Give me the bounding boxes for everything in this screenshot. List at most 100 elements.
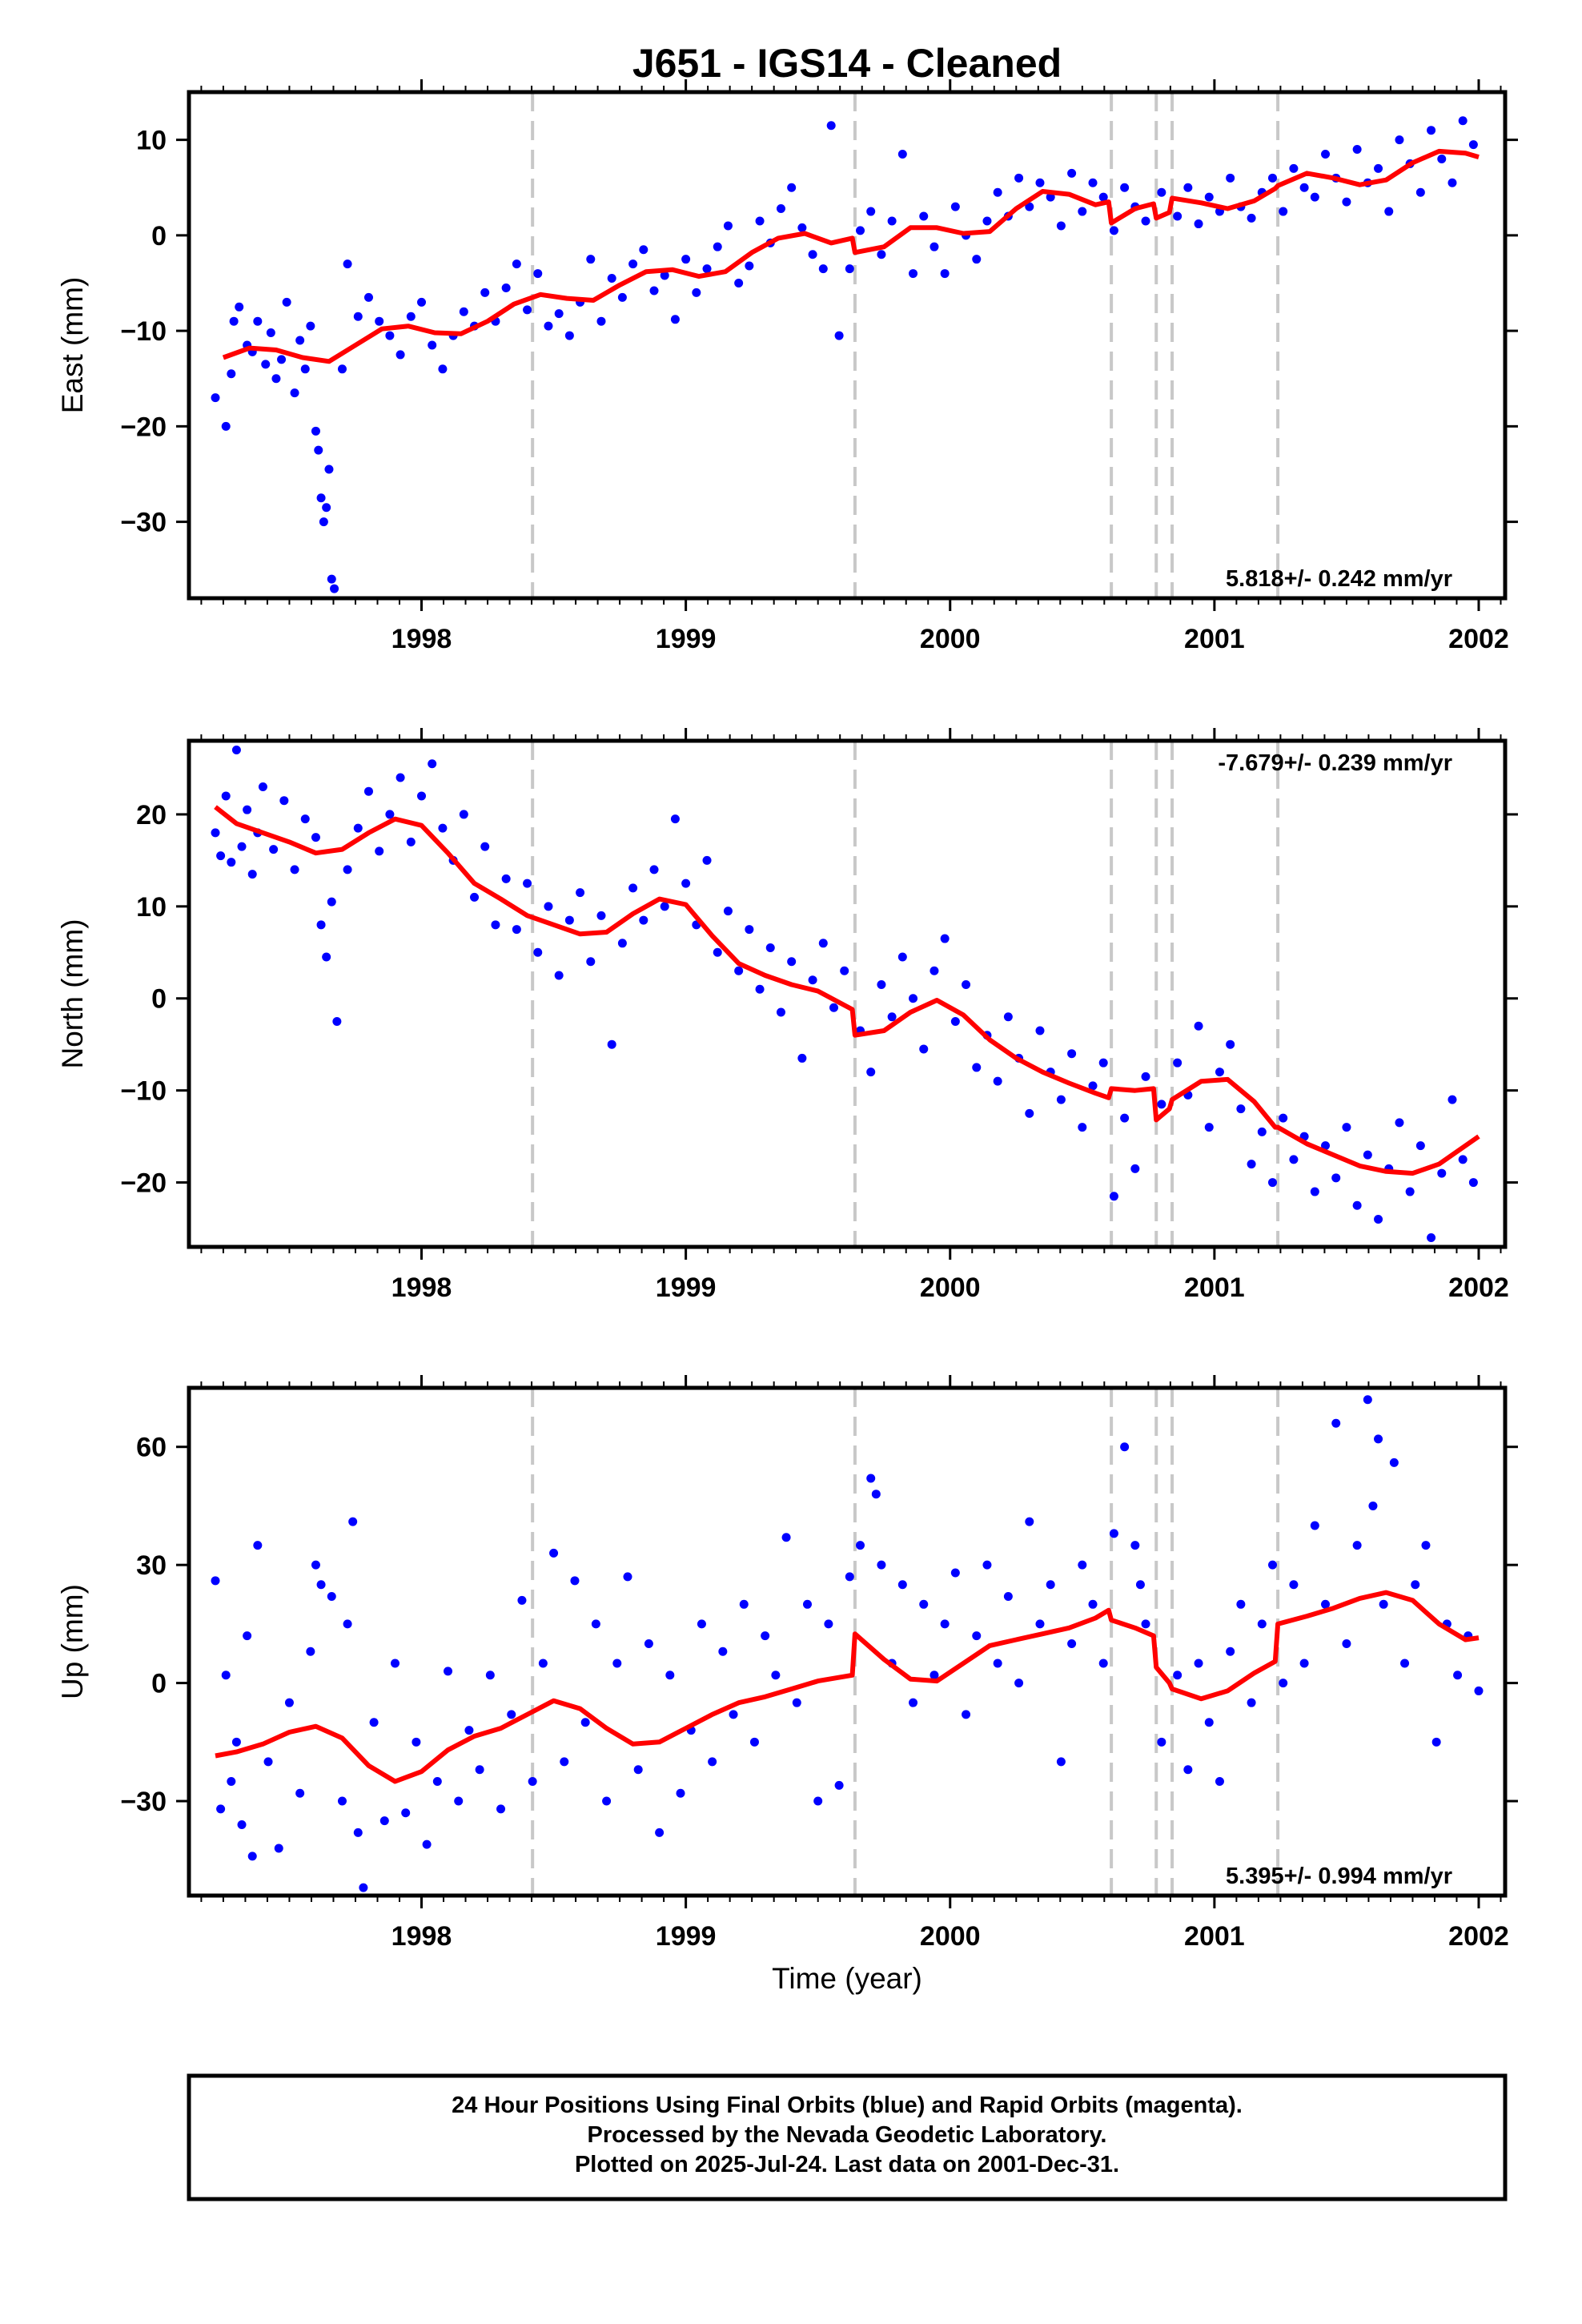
data-point xyxy=(972,255,982,264)
data-point xyxy=(274,1844,283,1853)
data-point xyxy=(227,858,236,867)
x-tick-label: 2001 xyxy=(1184,1921,1245,1952)
data-point xyxy=(781,1533,791,1542)
data-point xyxy=(826,121,836,131)
data-point xyxy=(428,340,437,350)
data-point xyxy=(290,388,299,398)
caption-line-2: Processed by the Nevada Geodetic Laborat… xyxy=(588,2122,1107,2148)
data-point xyxy=(1141,1072,1150,1081)
caption-line-1: 24 Hour Positions Using Final Orbits (bl… xyxy=(452,2093,1243,2118)
data-point xyxy=(417,791,427,801)
data-point xyxy=(692,287,701,297)
data-point xyxy=(332,1016,342,1026)
data-point xyxy=(628,259,638,269)
data-point xyxy=(544,902,553,911)
data-point xyxy=(237,1820,247,1830)
data-point xyxy=(1035,1026,1045,1035)
data-point xyxy=(327,574,336,584)
data-point xyxy=(950,1016,960,1026)
data-point xyxy=(512,925,521,935)
y-axis-label: Up (mm) xyxy=(56,1584,89,1699)
data-point xyxy=(1299,183,1309,192)
data-point xyxy=(1363,1150,1372,1160)
data-point xyxy=(496,1804,506,1814)
data-point xyxy=(909,994,918,1003)
data-point xyxy=(607,1039,616,1049)
data-point xyxy=(1194,1021,1203,1031)
y-tick-label: 10 xyxy=(136,892,167,923)
data-point xyxy=(845,1572,854,1582)
data-point xyxy=(1405,1187,1415,1196)
panel-frame xyxy=(187,90,1508,601)
y-tick-label: −10 xyxy=(120,316,167,347)
data-point xyxy=(322,952,331,962)
data-point xyxy=(787,183,797,192)
data-point xyxy=(1352,1200,1362,1210)
data-point xyxy=(1067,168,1077,178)
data-point xyxy=(1098,1058,1108,1068)
data-point xyxy=(655,1827,665,1837)
x-tick-label: 2002 xyxy=(1448,624,1509,654)
data-point xyxy=(1468,140,1478,150)
data-point xyxy=(1046,1580,1055,1590)
y-tick-label: 20 xyxy=(136,800,167,830)
data-point xyxy=(591,1619,600,1629)
data-point xyxy=(697,1619,706,1629)
data-point xyxy=(1109,226,1118,235)
data-point xyxy=(396,773,405,782)
data-point xyxy=(385,331,395,340)
data-layer xyxy=(211,116,1480,593)
data-point xyxy=(330,584,339,593)
y-tick-label: 0 xyxy=(151,221,167,251)
data-point xyxy=(909,1698,918,1707)
data-point xyxy=(235,302,244,312)
data-point xyxy=(761,1631,770,1641)
data-point xyxy=(856,1541,865,1550)
data-point xyxy=(676,1788,685,1798)
data-point xyxy=(369,1718,379,1727)
data-point xyxy=(649,865,659,875)
data-point xyxy=(1025,1517,1034,1526)
data-point xyxy=(266,328,275,337)
data-point xyxy=(221,421,231,431)
data-point xyxy=(227,1776,236,1786)
data-point xyxy=(739,1599,749,1609)
data-point xyxy=(765,943,775,953)
data-point xyxy=(554,309,564,319)
data-point xyxy=(993,1076,1002,1086)
model-fit-line xyxy=(214,805,1480,1176)
data-point xyxy=(290,865,299,875)
data-point xyxy=(501,874,511,883)
data-point xyxy=(1267,1560,1277,1570)
data-point xyxy=(950,1568,960,1578)
data-point xyxy=(1331,1173,1341,1183)
x-tick-label: 1998 xyxy=(391,1273,452,1303)
data-point xyxy=(271,374,281,384)
data-point xyxy=(549,1548,559,1558)
y-tick-label: −30 xyxy=(120,1787,167,1817)
data-point xyxy=(390,1659,400,1668)
data-point xyxy=(1279,1113,1288,1123)
x-tick-label: 2000 xyxy=(920,624,981,654)
data-point xyxy=(1257,1619,1267,1629)
data-point xyxy=(776,203,785,213)
data-point xyxy=(211,1576,220,1586)
data-point xyxy=(1289,1155,1299,1164)
data-point xyxy=(306,1647,315,1656)
data-point xyxy=(1183,1765,1193,1775)
rate-label: -7.679+/- 0.239 mm/yr xyxy=(1218,750,1452,776)
data-point xyxy=(1384,207,1394,216)
data-point xyxy=(1458,1155,1468,1164)
data-point xyxy=(1400,1659,1410,1668)
data-point xyxy=(1267,173,1277,183)
data-point xyxy=(1342,1123,1351,1132)
data-point xyxy=(1437,154,1447,163)
data-point xyxy=(417,297,427,307)
data-point xyxy=(306,321,315,331)
data-point xyxy=(1088,178,1098,187)
x-tick-label: 2000 xyxy=(920,1921,981,1952)
data-point xyxy=(231,745,241,754)
data-point xyxy=(660,271,669,280)
data-point xyxy=(617,939,627,948)
data-point xyxy=(1421,1541,1431,1550)
